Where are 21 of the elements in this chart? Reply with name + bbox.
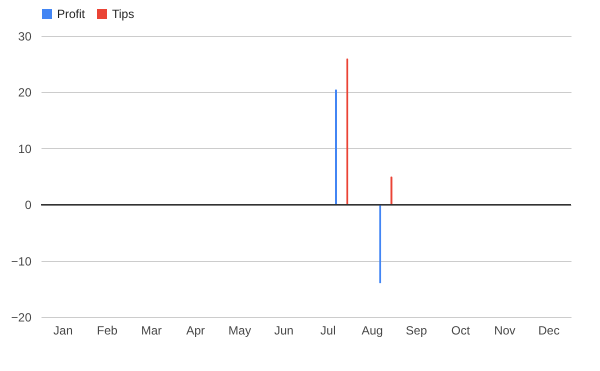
legend-label: Profit	[57, 7, 86, 21]
x-tick-label: May	[228, 324, 252, 338]
y-tick-label: 30	[18, 30, 32, 44]
x-tick-label: Apr	[186, 324, 205, 338]
x-tick-label: Sep	[406, 324, 428, 338]
x-tick-label: Oct	[451, 324, 471, 338]
bar	[334, 89, 338, 205]
x-tick-label: Aug	[362, 324, 383, 338]
legend-label: Tips	[112, 7, 134, 21]
y-tick-label: 10	[18, 142, 32, 156]
x-tick-label: Jun	[274, 324, 294, 338]
x-tick-label: Jul	[320, 324, 336, 338]
x-tick-label: Feb	[96, 324, 118, 338]
x-tick-label: Nov	[494, 324, 516, 338]
y-tick-label: −10	[11, 254, 32, 268]
x-tick-label: Dec	[538, 324, 560, 338]
y-tick-label: −20	[11, 310, 32, 324]
y-tick-label: 20	[18, 86, 32, 100]
x-tick-label: Jan	[53, 324, 73, 338]
y-tick-label: 0	[24, 198, 32, 212]
x-tick-label: Mar	[141, 324, 162, 338]
